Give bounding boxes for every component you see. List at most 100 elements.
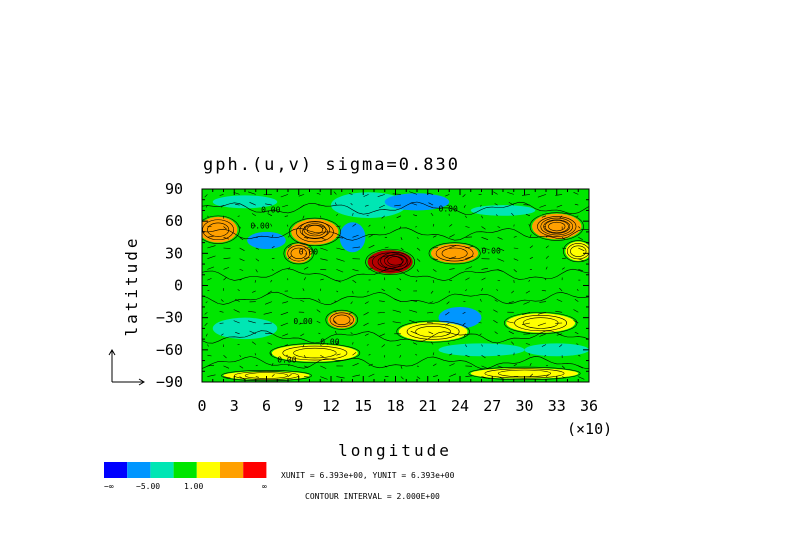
wind-vector: [300, 333, 305, 337]
wind-vector: [513, 258, 519, 261]
colorbar-label-minus5: −5.00: [136, 482, 160, 491]
wind-vector: [513, 236, 517, 238]
wind-vector: [207, 344, 209, 347]
wind-vector: [302, 344, 305, 348]
field-blob-orange: [532, 213, 582, 240]
wind-vector: [223, 277, 227, 281]
wind-vector: [428, 331, 434, 335]
wind-vector: [207, 215, 209, 218]
wind-vector: [333, 310, 337, 313]
wind-vector: [415, 226, 418, 228]
colorbar-label-1: 1.00: [184, 482, 203, 491]
wind-vector: [336, 258, 345, 262]
wind-vector: [248, 320, 256, 324]
units-text: XUNIT = 6.393e+00, YUNIT = 6.393e+00: [281, 471, 455, 480]
wind-vector: [349, 193, 353, 195]
wind-vector: [320, 288, 322, 291]
wind-vector: [287, 245, 292, 249]
wind-vector: [497, 279, 501, 282]
wind-vector: [479, 204, 482, 207]
wind-vector: [205, 333, 208, 337]
wind-vector: [255, 376, 259, 378]
wind-vector: [523, 301, 531, 305]
wind-vector: [220, 333, 224, 336]
wind-vector: [400, 376, 404, 380]
wind-vector: [220, 204, 224, 208]
colorbar-swatch: [173, 462, 197, 478]
wind-vector: [205, 301, 208, 304]
wind-vector: [287, 235, 291, 238]
wind-vector: [368, 234, 374, 238]
wind-vector: [316, 309, 321, 313]
wind-vector: [320, 344, 322, 347]
wind-vector: [513, 364, 517, 367]
wind-vector: [481, 376, 490, 379]
wind-vector: [449, 245, 457, 249]
wind-vector: [207, 365, 215, 367]
wind-vector: [320, 258, 328, 261]
wind-vector: [415, 279, 418, 282]
contour-line: [570, 245, 587, 257]
colorbar: [104, 462, 267, 478]
wind-vector: [449, 373, 457, 377]
contour-line: [503, 312, 578, 334]
wind-vector: [481, 267, 489, 270]
wind-vector: [465, 226, 470, 228]
wind-vector: [462, 194, 466, 198]
wind-vector: [249, 330, 256, 335]
wind-vector: [481, 287, 483, 292]
wind-vector: [352, 234, 359, 238]
wind-vector: [320, 237, 327, 241]
wind-vector: [433, 375, 438, 377]
wind-vector: [336, 290, 339, 293]
wind-vector: [303, 365, 309, 368]
wind-vector: [239, 237, 244, 241]
wind-vector: [300, 299, 305, 302]
wind-vector: [336, 213, 338, 216]
wind-vector: [410, 330, 418, 335]
wind-vector: [578, 354, 581, 357]
wind-vector: [363, 322, 369, 326]
wind-vector: [497, 226, 501, 228]
wind-vector: [235, 332, 240, 335]
wind-vector: [396, 215, 402, 219]
wind-vector: [286, 224, 289, 227]
field-blob-teal: [524, 343, 589, 357]
wind-vector: [494, 203, 498, 206]
wind-vector: [497, 269, 503, 272]
wind-vector: [381, 215, 385, 219]
contour-interval-text: CONTOUR INTERVAL = 2.000E+00: [305, 492, 440, 501]
wind-vector: [350, 332, 353, 335]
wind-vector: [352, 374, 361, 377]
wind-vector: [280, 312, 289, 316]
wind-vector: [400, 237, 403, 241]
wind-vector: [223, 365, 230, 369]
wind-vector: [303, 277, 306, 281]
wind-vector: [430, 341, 434, 345]
wind-vector: [465, 246, 474, 249]
x-tick-label: 6: [262, 397, 271, 415]
contour-label: 0.00: [277, 356, 296, 365]
wind-vector: [254, 280, 257, 283]
wind-vector: [399, 278, 402, 281]
contour-line: [269, 343, 361, 363]
wind-vector: [409, 309, 418, 313]
wind-vector: [400, 247, 404, 251]
field-blob-teal: [438, 343, 525, 357]
wind-vector: [413, 214, 418, 217]
wind-vector: [432, 235, 437, 238]
wind-vector: [378, 333, 385, 337]
y-tick-label: 0: [174, 277, 183, 295]
wind-vector: [304, 256, 310, 259]
colorbar-label-pos-inf: ∞: [262, 482, 267, 491]
plot-area: 0.00 0.00 0.00 0.00 0.00 0.00 0.00 0.00: [202, 189, 589, 382]
wind-vector: [449, 363, 455, 367]
contour-line: [387, 256, 404, 266]
field-blob-yellow: [398, 321, 468, 342]
wind-vector: [364, 333, 369, 336]
wind-vector: [263, 312, 272, 315]
wind-vector: [481, 354, 486, 359]
contour-labels: 0.00 0.00 0.00 0.00 0.00 0.00 0.00 0.00: [250, 205, 501, 365]
wind-vector: [384, 365, 388, 368]
wind-vector: [432, 363, 437, 367]
